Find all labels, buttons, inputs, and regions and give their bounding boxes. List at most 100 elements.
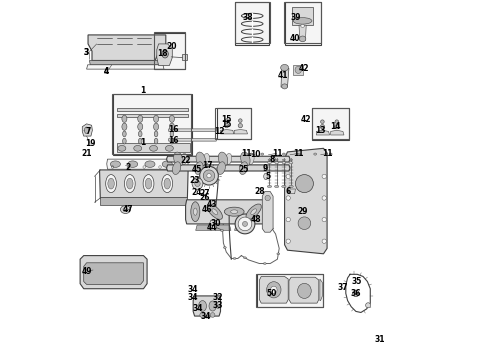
Text: 3: 3 (84, 48, 89, 57)
Ellipse shape (244, 257, 246, 258)
Ellipse shape (282, 185, 286, 188)
Ellipse shape (123, 207, 128, 211)
Polygon shape (167, 165, 290, 171)
Text: 33: 33 (213, 302, 223, 310)
Ellipse shape (243, 221, 247, 226)
Ellipse shape (126, 178, 133, 189)
Text: 16: 16 (168, 136, 178, 145)
Polygon shape (87, 65, 164, 69)
Ellipse shape (282, 84, 288, 89)
Text: 40: 40 (290, 34, 301, 43)
Polygon shape (82, 124, 92, 136)
Ellipse shape (293, 18, 312, 24)
Polygon shape (186, 200, 266, 224)
Text: 12: 12 (215, 127, 225, 136)
Ellipse shape (275, 159, 278, 161)
Text: 1: 1 (140, 138, 145, 147)
Polygon shape (157, 44, 172, 66)
Polygon shape (235, 225, 250, 230)
Ellipse shape (271, 157, 275, 161)
Bar (217, 108, 251, 139)
Polygon shape (84, 263, 144, 284)
Polygon shape (107, 159, 188, 169)
Text: 18: 18 (157, 49, 168, 58)
Text: 30: 30 (211, 219, 221, 228)
Text: 15: 15 (221, 115, 231, 124)
Ellipse shape (246, 204, 261, 219)
Text: 27: 27 (199, 189, 210, 198)
Ellipse shape (282, 162, 286, 164)
Text: 50: 50 (267, 289, 277, 298)
Ellipse shape (263, 263, 266, 264)
Ellipse shape (301, 24, 304, 27)
Text: 19: 19 (85, 139, 96, 148)
Ellipse shape (251, 209, 256, 215)
Text: 4: 4 (104, 68, 109, 77)
Ellipse shape (225, 119, 228, 122)
Text: 35: 35 (351, 277, 362, 286)
Text: 34: 34 (200, 311, 211, 320)
Ellipse shape (320, 120, 324, 123)
Ellipse shape (207, 204, 222, 219)
Text: 45: 45 (191, 165, 201, 174)
Polygon shape (281, 68, 289, 87)
Ellipse shape (84, 127, 89, 134)
Bar (113, 94, 192, 155)
Ellipse shape (122, 123, 127, 130)
Ellipse shape (286, 217, 291, 222)
Text: 2: 2 (125, 163, 131, 172)
Text: 36: 36 (351, 289, 361, 298)
Ellipse shape (322, 217, 326, 222)
Text: 37: 37 (338, 283, 348, 292)
Polygon shape (331, 130, 344, 135)
Ellipse shape (203, 153, 209, 165)
Ellipse shape (224, 123, 229, 128)
Polygon shape (209, 220, 217, 230)
Text: 43: 43 (207, 200, 217, 209)
Ellipse shape (238, 123, 243, 128)
Text: 48: 48 (250, 215, 261, 224)
Ellipse shape (173, 152, 183, 166)
Ellipse shape (290, 159, 293, 161)
Text: 32: 32 (213, 292, 223, 302)
Ellipse shape (261, 153, 264, 155)
Text: 26: 26 (199, 194, 210, 202)
Ellipse shape (268, 162, 271, 164)
Polygon shape (99, 170, 188, 198)
Ellipse shape (286, 239, 291, 243)
Ellipse shape (265, 195, 270, 201)
Polygon shape (262, 192, 273, 232)
Bar (292, 7, 314, 25)
Ellipse shape (250, 153, 253, 155)
Ellipse shape (122, 131, 126, 137)
Text: 39: 39 (290, 13, 301, 22)
Ellipse shape (110, 161, 121, 167)
Ellipse shape (322, 174, 326, 179)
Ellipse shape (233, 258, 236, 259)
Ellipse shape (335, 120, 339, 123)
Ellipse shape (235, 214, 255, 234)
Text: 24: 24 (191, 188, 202, 197)
Ellipse shape (353, 290, 359, 297)
Text: 16: 16 (168, 125, 178, 134)
Polygon shape (289, 277, 319, 303)
Ellipse shape (231, 210, 238, 213)
Ellipse shape (170, 138, 174, 144)
Ellipse shape (207, 174, 211, 178)
Text: 13: 13 (316, 126, 326, 135)
Text: 5: 5 (266, 172, 271, 181)
Ellipse shape (196, 152, 205, 166)
Ellipse shape (267, 282, 281, 298)
Ellipse shape (180, 153, 187, 165)
Polygon shape (234, 130, 247, 134)
Ellipse shape (138, 115, 143, 122)
Text: 17: 17 (202, 161, 213, 170)
Ellipse shape (297, 283, 311, 298)
Bar (235, 2, 270, 45)
Polygon shape (316, 130, 330, 135)
Ellipse shape (162, 161, 172, 167)
Text: 47: 47 (122, 205, 133, 214)
Ellipse shape (277, 253, 280, 255)
Ellipse shape (191, 202, 200, 222)
Ellipse shape (198, 301, 206, 311)
